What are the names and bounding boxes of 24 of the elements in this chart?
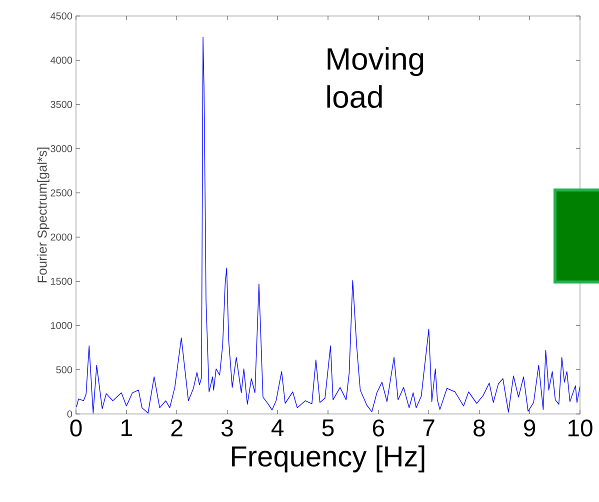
y-tick-label: 500 [56,366,72,374]
y-tick-label: 4000 [50,56,72,64]
x-tick-label: 10 [568,420,592,437]
x-axis-title: Frequency [Hz] [232,445,424,472]
x-tick-label: 7 [423,420,434,436]
x-tick-label: 5 [322,420,334,436]
x-tick-label: 9 [524,420,536,437]
line-series [76,36,580,414]
y-axis-title: Fourier Spectrum[gal*s] [37,148,50,282]
annotation: Moving load [327,47,424,108]
y-tick-label: 2500 [50,189,72,196]
y-tick-label: 2000 [50,234,72,241]
y-tick-label: 0 [67,410,72,418]
x-tick-label: 6 [372,420,384,437]
x-tick-label: 1 [122,420,132,436]
y-tick-label: 1500 [50,278,72,285]
x-tick-label: 2 [171,420,182,436]
y-tick-label: 3500 [50,100,72,108]
x-tick-label: 8 [474,420,485,437]
y-tick-label: 1000 [50,322,72,330]
x-tick-label: 3 [221,420,233,437]
y-tick-label: 3000 [50,145,72,152]
y-tick-label: 4500 [50,12,72,20]
x-tick-label: 4 [271,420,284,436]
